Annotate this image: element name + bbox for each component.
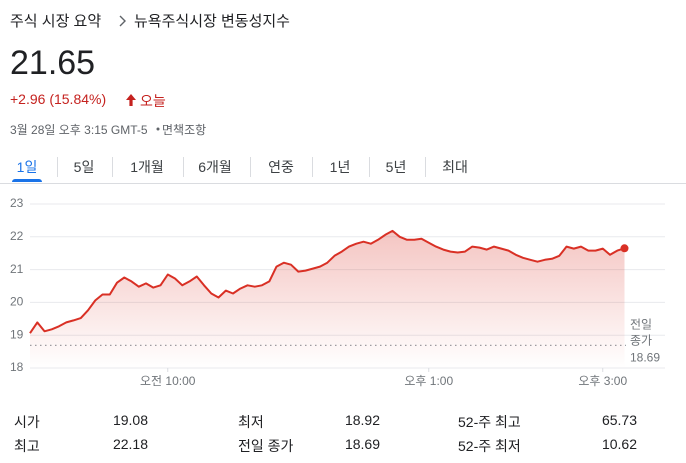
- timestamp: 3월 28일 오후 3:15 GMT-5: [10, 123, 148, 137]
- separator-dot: [156, 127, 160, 131]
- range-tab[interactable]: 5년: [385, 159, 407, 175]
- stat-value: 22.18: [112, 436, 148, 452]
- stat-value: 19.08: [112, 412, 148, 428]
- range-tab[interactable]: 1일: [16, 159, 38, 175]
- y-tick-label: 21: [10, 262, 24, 276]
- tab-separator: [369, 157, 370, 177]
- period: 오늘: [140, 93, 166, 109]
- x-tick-label: 오후 3:00: [578, 374, 627, 388]
- stat-label: 52-주 최고: [458, 414, 521, 430]
- y-tick-label: 22: [10, 229, 24, 243]
- price-area: [30, 230, 625, 368]
- tab-separator: [250, 157, 251, 177]
- tab-indicator: [12, 179, 42, 182]
- stat-value: 18.92: [344, 412, 380, 428]
- stat-label: 시가: [14, 414, 40, 430]
- stat-label: 최고: [14, 438, 40, 454]
- x-tick-label: 오전 10:00: [140, 374, 196, 388]
- stat-value: 65.73: [601, 412, 637, 428]
- previous-close-value: 18.69: [630, 351, 660, 365]
- price-line: [29, 229, 625, 334]
- last-point: [620, 244, 629, 253]
- y-tick-label: 19: [10, 327, 24, 341]
- range-tab[interactable]: 6개월: [198, 159, 232, 175]
- y-tick-label: 20: [10, 295, 24, 309]
- chart: 18 19 20 21 22 23 오전 10:00 오후 1:00 오후 3:00 전일 종가 18…: [10, 196, 665, 388]
- range-tab[interactable]: 1개월: [130, 159, 164, 175]
- stat-label: 최저: [238, 414, 264, 430]
- price-change: +2.96 (15.84%): [10, 91, 107, 107]
- tab-separator: [112, 157, 113, 177]
- x-tick-label: 오후 1:00: [404, 374, 453, 388]
- breadcrumb-chevron: [119, 15, 126, 27]
- tab-separator: [425, 157, 426, 177]
- y-tick-label: 23: [10, 196, 24, 210]
- disclaimer-link[interactable]: 면책조항: [162, 123, 207, 137]
- range-tab[interactable]: 5일: [73, 159, 95, 175]
- stat-value: 18.69: [344, 436, 380, 452]
- previous-close-label: 전일 종가: [630, 318, 652, 348]
- up-arrow: [126, 94, 136, 106]
- range-tab[interactable]: 1년: [329, 159, 351, 175]
- stat-value: 10.62: [601, 436, 637, 452]
- stat-label: 52-주 최저: [458, 438, 521, 454]
- tab-separator: [57, 157, 58, 177]
- tab-separator: [183, 157, 184, 177]
- tab-separator: [312, 157, 313, 177]
- tab-divider: [0, 183, 686, 184]
- stat-label: 전일 종가: [238, 438, 294, 454]
- breadcrumb-current: 뉴욕주식시장 변동성지수: [134, 13, 290, 30]
- range-tab[interactable]: 연중: [268, 159, 294, 175]
- breadcrumb-link[interactable]: 주식 시장 요약: [10, 13, 102, 30]
- price: 21.65: [10, 44, 96, 82]
- range-tab[interactable]: 최대: [442, 159, 468, 175]
- y-tick-label: 18: [10, 360, 24, 374]
